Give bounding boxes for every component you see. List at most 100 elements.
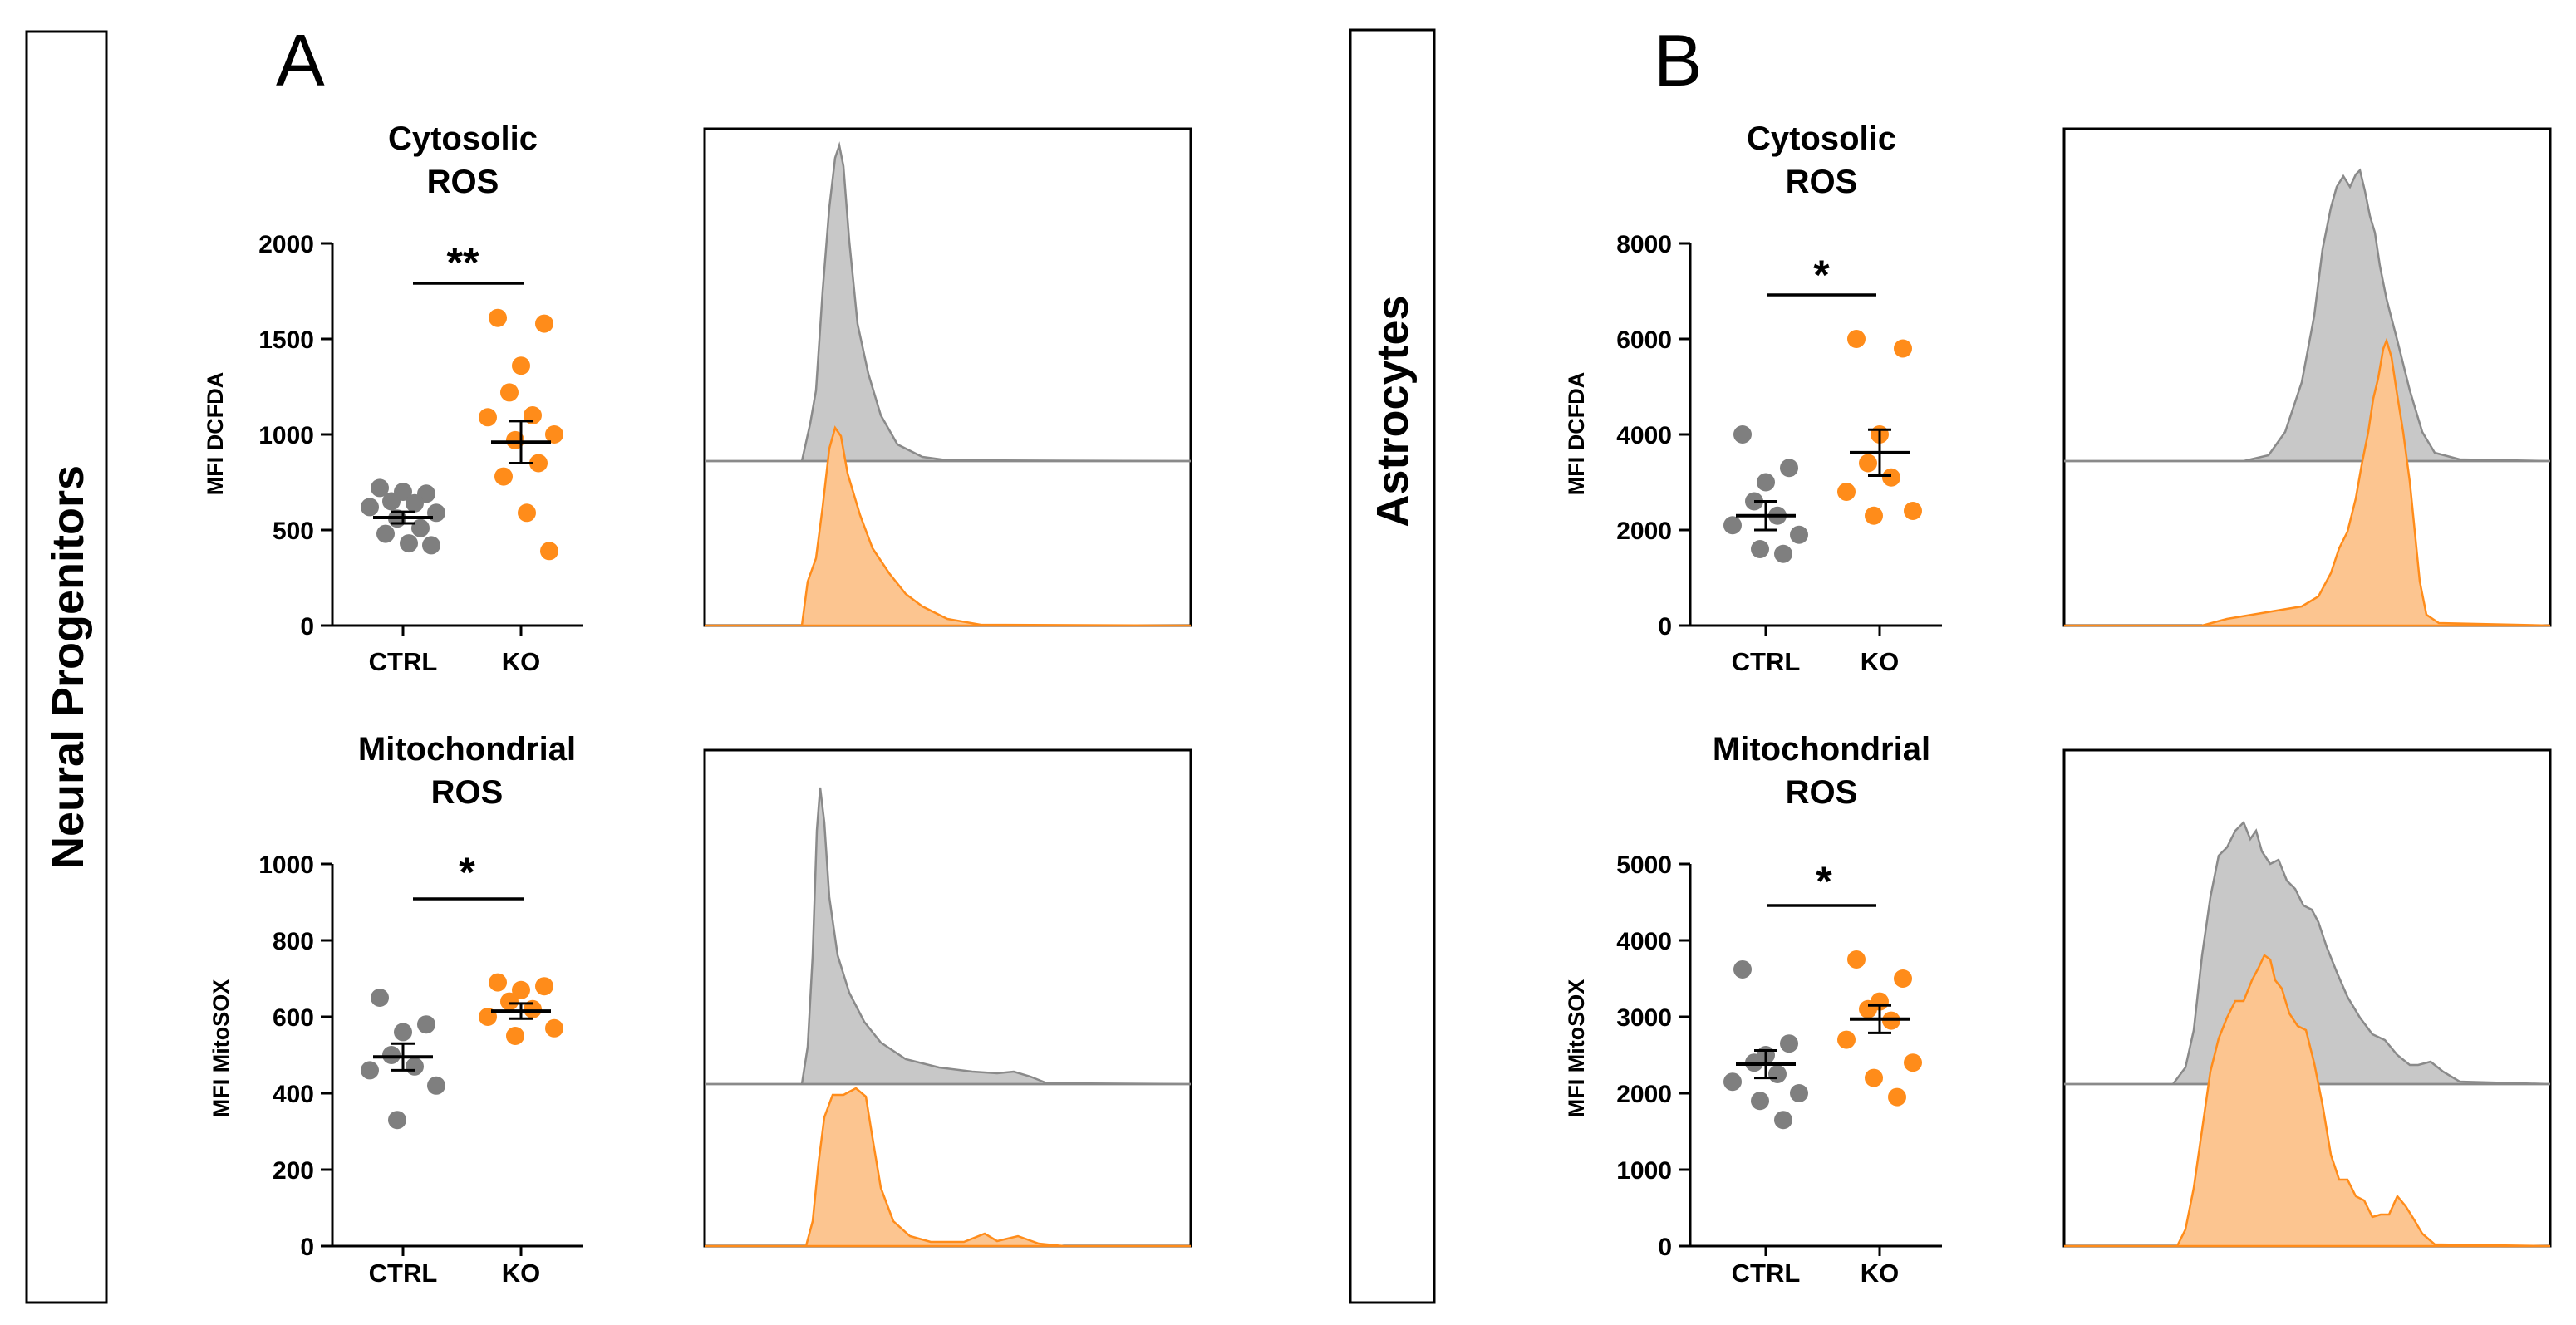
data-point-ko <box>535 314 553 333</box>
data-point-ko <box>545 425 563 444</box>
data-point-ko <box>494 467 513 486</box>
data-point-ctrl <box>1723 516 1742 535</box>
significance-marker: * <box>1816 858 1832 905</box>
chart-title-line2: ROS <box>431 774 504 811</box>
histogram-astro-mitochondrial <box>2062 748 2552 1248</box>
x-category-ko: KO <box>502 647 541 676</box>
y-tick-label: 1500 <box>258 326 314 354</box>
x-category-ko: KO <box>1861 647 1900 676</box>
data-point-ko <box>1865 506 1883 525</box>
data-point-ctrl <box>388 1111 406 1130</box>
data-point-ctrl <box>382 1046 401 1064</box>
data-point-ctrl <box>1733 425 1752 444</box>
data-point-ctrl <box>406 493 424 513</box>
data-point-ctrl <box>1790 1084 1808 1102</box>
chart-title-line1: Cytosolic <box>1747 120 1896 157</box>
data-point-ko <box>1865 1068 1883 1087</box>
y-tick-label: 4000 <box>1616 422 1672 449</box>
histogram-ctrl-curve <box>705 141 1192 463</box>
data-point-ctrl <box>361 1061 379 1080</box>
data-point-ctrl <box>1757 473 1775 492</box>
chart-title-line1: Mitochondrial <box>358 731 576 768</box>
chart-title-line1: Mitochondrial <box>1713 731 1930 768</box>
chart-astro-mitochondrial-ros: Mitochondrial ROS MFI MitoSOX CTRL KO * … <box>1564 731 1942 1288</box>
y-tick-label: 6000 <box>1616 326 1672 354</box>
data-point-ctrl <box>417 1015 435 1034</box>
data-point-ko <box>535 977 553 996</box>
data-point-ctrl <box>1733 959 1752 979</box>
y-tick-label: 2000 <box>1616 1081 1672 1108</box>
data-point-ko <box>1894 969 1912 988</box>
significance-marker: ** <box>447 239 479 286</box>
chart-title-line2: ROS <box>427 164 499 200</box>
data-point-ctrl <box>361 498 379 517</box>
y-axis-label: MFI MitoSOX <box>1564 979 1589 1117</box>
significance-marker: * <box>459 849 475 896</box>
x-category-ko: KO <box>502 1259 541 1288</box>
data-point-ko <box>1859 999 1877 1018</box>
data-point-ctrl <box>411 518 430 537</box>
data-point-ko <box>1847 330 1866 348</box>
histogram-frame <box>703 748 1192 1248</box>
data-point-ctrl <box>394 1023 412 1042</box>
data-point-ctrl <box>1774 544 1792 563</box>
data-point-ctrl <box>406 1057 424 1076</box>
chart-npc-cytosolic-ros: Cytosolic ROS MFI DCFDA CTRL KO ** 0 500 1… <box>203 120 583 676</box>
panel-letter-b: B <box>1654 19 1703 101</box>
data-point-ko <box>1859 454 1877 473</box>
data-point-ctrl <box>1790 525 1808 544</box>
data-point-ctrl <box>1751 1092 1769 1111</box>
data-point-ctrl <box>371 989 389 1007</box>
data-point-ko <box>1888 1087 1906 1107</box>
data-point-ctrl <box>1768 1065 1787 1083</box>
y-tick-label: 1000 <box>258 422 314 449</box>
histogram-npc-mitochondrial <box>703 748 1192 1248</box>
data-point-ko <box>1904 502 1922 520</box>
y-tick-label: 0 <box>300 1234 314 1261</box>
side-label-frame-right <box>1349 28 1436 1304</box>
y-tick-label: 1000 <box>258 851 314 879</box>
x-category-ctrl: CTRL <box>369 1259 438 1288</box>
histogram-ko-curve <box>705 425 1192 627</box>
data-point-ctrl <box>427 1076 445 1095</box>
data-point-ko <box>1837 483 1856 501</box>
data-point-ctrl <box>1780 459 1798 478</box>
histogram-ctrl-curve <box>705 787 1192 1086</box>
y-axis-label: MFI DCFDA <box>203 372 228 495</box>
data-point-ko <box>500 383 519 402</box>
data-point-ctrl <box>376 524 395 543</box>
y-tick-label: 2000 <box>258 231 314 258</box>
y-tick-label: 1000 <box>1616 1157 1672 1185</box>
data-point-ko <box>479 408 497 427</box>
histogram-ctrl-curve <box>2064 168 2551 463</box>
data-point-ctrl <box>400 534 418 553</box>
x-category-ctrl: CTRL <box>1732 1259 1801 1288</box>
side-label-right: Astrocytes <box>1368 295 1418 527</box>
chart-astro-cytosolic-ros: Cytosolic ROS MFI DCFDA CTRL KO * 0 2000 4… <box>1564 120 1942 676</box>
data-point-ctrl <box>371 478 389 498</box>
data-point-ko <box>1882 468 1900 487</box>
data-point-ko <box>540 542 558 561</box>
y-tick-label: 8000 <box>1616 231 1672 258</box>
y-tick-label: 0 <box>1658 1234 1672 1261</box>
histogram-frame <box>703 127 1192 627</box>
data-point-ko <box>500 992 519 1011</box>
data-point-ctrl <box>1780 1034 1798 1053</box>
data-point-ko <box>1847 950 1866 969</box>
x-category-ctrl: CTRL <box>369 647 438 676</box>
data-point-ctrl <box>422 536 440 555</box>
data-point-ko <box>529 454 548 473</box>
chart-title-line1: Cytosolic <box>388 120 538 157</box>
y-tick-label: 2000 <box>1616 518 1672 545</box>
y-tick-label: 3000 <box>1616 1004 1672 1032</box>
y-tick-label: 400 <box>273 1081 314 1108</box>
data-point-ko <box>512 980 530 999</box>
y-tick-label: 4000 <box>1616 928 1672 955</box>
data-point-ko <box>512 356 530 375</box>
data-point-ko <box>1837 1030 1856 1049</box>
chart-npc-mitochondrial-ros: Mitochondrial ROS MFI MitoSOX CTRL KO * … <box>209 731 583 1288</box>
histogram-ko-curve <box>2064 337 2551 627</box>
y-axis-label: MFI DCFDA <box>1564 372 1589 495</box>
data-point-ko <box>1904 1053 1922 1072</box>
